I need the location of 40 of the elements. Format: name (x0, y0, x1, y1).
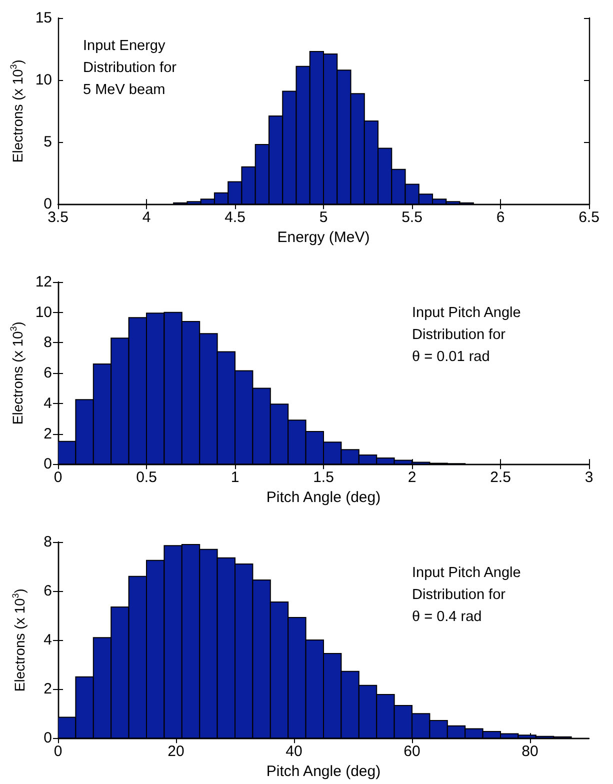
y-tick-label: 2 (44, 425, 52, 442)
y-axis-title: Electrons (x 103) (10, 588, 28, 692)
annotation: Input Pitch Angle Distribution for θ = 0.01 rad (412, 305, 521, 365)
y-tick-label: 10 (35, 304, 52, 321)
y-tick-label: 4 (44, 632, 52, 649)
x-tick-label: 1.5 (313, 469, 334, 486)
x-tick-label: 40 (286, 743, 302, 760)
y-axis-title: Electrons (x 103) (8, 322, 26, 425)
y-tick-label: 6 (44, 582, 52, 600)
x-tick-label: 4 (142, 209, 151, 226)
x-tick-label: 80 (522, 743, 538, 760)
y-tick-label: 0 (44, 456, 52, 473)
y-tick-label: 15 (35, 10, 52, 26)
x-tick-label: 2.5 (490, 469, 511, 486)
y-tick-label: 8 (44, 334, 52, 352)
x-tick-label: 6 (496, 209, 505, 226)
y-tick-label: 4 (44, 394, 52, 412)
x-tick-label: 2 (408, 469, 416, 486)
x-tick-label: 6.5 (578, 209, 600, 226)
y-tick-label: 0 (44, 730, 52, 747)
y-tick-label: 6 (44, 364, 52, 382)
x-tick-label: 60 (404, 743, 420, 760)
x-axis-title: Pitch Angle (deg) (266, 763, 381, 780)
y-tick-label: 5 (44, 134, 52, 151)
x-tick-label: 5 (319, 209, 328, 226)
y-tick-label: 10 (35, 72, 52, 89)
x-axis-title: Energy (MeV) (277, 229, 370, 246)
annotation: Input Energy Distribution for 5 MeV beam (83, 38, 177, 98)
x-tick-label: 0.5 (136, 469, 157, 486)
x-tick-label: 20 (168, 743, 184, 760)
x-axis-title: Pitch Angle (deg) (266, 489, 381, 506)
y-tick-label: 8 (44, 534, 52, 550)
x-tick-label: 5.5 (402, 209, 422, 226)
x-tick-label: 4.5 (224, 209, 246, 226)
x-tick-label: 3 (584, 469, 594, 486)
y-tick-label: 12 (35, 274, 52, 290)
x-tick-label: 1 (230, 469, 240, 486)
y-tick-label: 2 (44, 680, 52, 698)
annotation: Input Pitch Angle Distribution for θ = 0.4 rad (412, 565, 521, 625)
y-axis-title: Electrons (x 103) (8, 60, 26, 163)
